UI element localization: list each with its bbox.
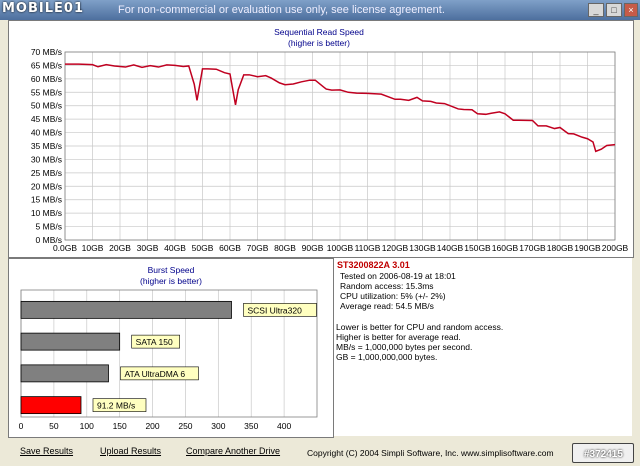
y-tick-label: 15 MB/s	[31, 195, 62, 205]
series-line	[65, 63, 616, 153]
drive-info-panel: ST3200822A 3.01 Tested on 2006-08-19 at …	[334, 258, 632, 436]
note-line: MB/s = 1,000,000 bytes per second.	[336, 342, 473, 352]
y-tick-label: 10 MB/s	[31, 208, 62, 218]
burst-title: Burst Speed	[148, 265, 195, 275]
plot-frame	[20, 289, 318, 418]
y-tick-label: 45 MB/s	[31, 114, 62, 124]
minimize-icon[interactable]: _	[588, 3, 604, 17]
x-tick-label: 50GB	[192, 243, 214, 253]
x-tick-label: 180GB	[547, 243, 574, 253]
y-tick-label: 0 MB/s	[36, 235, 62, 245]
x-tick-label: 110GB	[355, 243, 381, 253]
x-tick-label: 0.0GB	[53, 243, 77, 253]
y-tick-label: 35 MB/s	[31, 141, 62, 151]
bar-label-box	[243, 303, 317, 317]
x-tick-label: 350	[244, 421, 258, 431]
upload-results-button[interactable]: Upload Results	[98, 441, 163, 461]
x-tick-label: 300	[211, 421, 225, 431]
x-tick-label: 200	[145, 421, 159, 431]
y-tick-label: 60 MB/s	[31, 74, 62, 84]
x-tick-label: 190GB	[574, 243, 601, 253]
burst-speed-chart: Burst Speed (higher is better) SCSI Ultr…	[19, 265, 318, 431]
x-tick-label: 40GB	[164, 243, 186, 253]
y-tick-label: 70 MB/s	[31, 47, 62, 57]
burst-subtitle: (higher is better)	[140, 276, 202, 286]
bar-label: SCSI Ultra320	[247, 305, 302, 315]
x-tick-label: 20GB	[109, 243, 131, 253]
x-tick-label: 170GB	[519, 243, 546, 253]
watermark-logo: MOBILE01	[2, 1, 84, 16]
x-tick-label: 120GB	[382, 243, 409, 253]
copyright-text: Copyright (C) 2004 Simpli Software, Inc.…	[307, 448, 554, 458]
x-tick-label: 250	[178, 421, 192, 431]
burst-speed-panel: Burst Speed (higher is better) SCSI Ultr…	[8, 258, 334, 438]
note-line: Lower is better for CPU and random acces…	[336, 322, 504, 332]
x-tick-label: 150	[113, 421, 127, 431]
watermark-id: #372415	[584, 449, 623, 460]
bar-label: 91.2 MB/s	[97, 401, 135, 411]
y-tick-label: 50 MB/s	[31, 101, 62, 111]
y-tick-label: 25 MB/s	[31, 168, 62, 178]
y-tick-label: 55 MB/s	[31, 87, 62, 97]
compare-drive-button[interactable]: Compare Another Drive	[184, 441, 282, 461]
x-tick-label: 130GB	[409, 243, 436, 253]
x-tick-label: 80GB	[274, 243, 296, 253]
x-tick-label: 100GB	[327, 243, 354, 253]
sequential-read-panel: Sequential Read Speed (higher is better)…	[8, 20, 634, 258]
sequential-read-chart: Sequential Read Speed (higher is better)…	[31, 27, 629, 253]
x-tick-label: 60GB	[219, 243, 241, 253]
maximize-icon[interactable]: □	[606, 3, 622, 17]
chart-title: Sequential Read Speed	[274, 27, 364, 37]
x-tick-label: 0	[19, 421, 24, 431]
x-tick-label: 150GB	[464, 243, 491, 253]
bar-label-box	[92, 398, 147, 412]
x-tick-label: 30GB	[137, 243, 159, 253]
chart-subtitle: (higher is better)	[288, 38, 350, 48]
bar-label-box	[120, 366, 199, 381]
y-tick-label: 20 MB/s	[31, 181, 62, 191]
close-icon[interactable]: ×	[624, 3, 638, 17]
note-line: Higher is better for average read.	[336, 332, 461, 342]
bar-label: SATA 150	[136, 337, 173, 347]
close-button[interactable]	[572, 443, 634, 463]
window-title: For non-commercial or evaluation use onl…	[118, 4, 445, 16]
drive-model: ST3200822A 3.01	[337, 260, 410, 270]
y-tick-label: 40 MB/s	[31, 128, 62, 138]
info-line: CPU utilization: 5% (+/- 2%)	[340, 291, 446, 301]
plot-frame	[64, 51, 616, 241]
bar	[20, 332, 121, 351]
bar	[20, 300, 232, 319]
x-tick-label: 90GB	[302, 243, 324, 253]
info-line: Tested on 2006-08-19 at 18:01	[340, 271, 456, 281]
x-tick-label: 160GB	[492, 243, 519, 253]
info-line: Average read: 54.5 MB/s	[340, 301, 434, 311]
save-results-button[interactable]: Save Results	[18, 441, 75, 461]
bar	[20, 364, 109, 383]
x-tick-label: 200GB	[602, 243, 629, 253]
y-tick-label: 5 MB/s	[36, 222, 62, 232]
title-bar: MOBILE01 For non-commercial or evaluatio…	[0, 0, 640, 20]
x-tick-label: 140GB	[437, 243, 464, 253]
y-tick-label: 65 MB/s	[31, 60, 62, 70]
x-tick-label: 400	[277, 421, 291, 431]
note-line: GB = 1,000,000,000 bytes.	[336, 352, 438, 362]
bar-label: ATA UltraDMA 6	[124, 369, 185, 379]
bar	[20, 396, 82, 415]
x-tick-label: 100	[80, 421, 94, 431]
y-tick-label: 30 MB/s	[31, 154, 62, 164]
x-tick-label: 10GB	[82, 243, 104, 253]
info-line: Random access: 15.3ms	[340, 281, 434, 291]
x-tick-label: 70GB	[247, 243, 269, 253]
x-tick-label: 50	[49, 421, 59, 431]
bar-label-box	[131, 334, 180, 349]
